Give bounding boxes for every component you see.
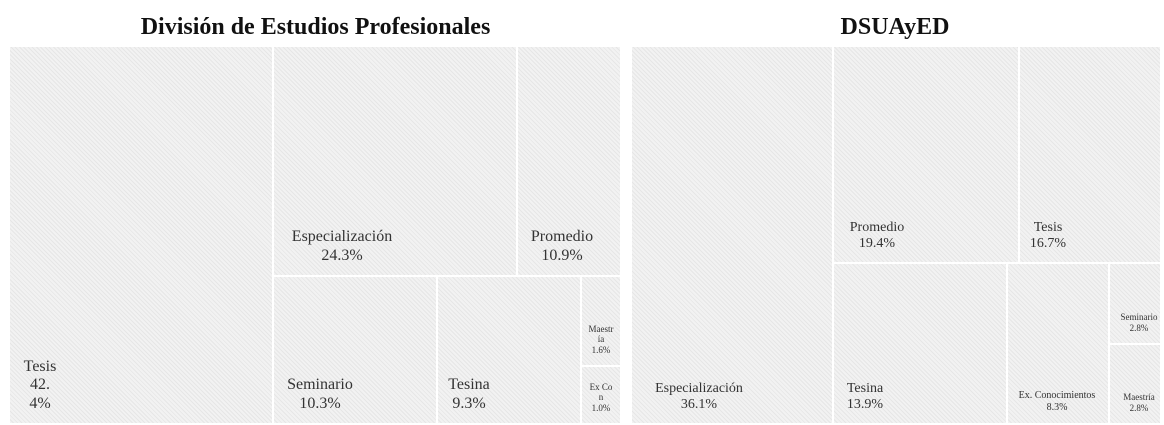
treemap-tile: Ex. Conocimientos 8.3%	[1008, 264, 1108, 423]
tile-value: 10.3%	[299, 394, 341, 412]
tile-label: Seminario 2.8%	[1114, 312, 1160, 333]
tile-name: Tesis	[23, 357, 57, 375]
chart-title: DSUAyED	[840, 14, 950, 40]
tile-name: Especialización	[655, 380, 743, 396]
tile-label: Seminario 10.3%	[280, 376, 360, 413]
tile-label: Ex Con 1.0%	[588, 382, 614, 413]
tile-label: Tesis 42.4%	[20, 358, 60, 413]
treemap-tile: Especialización 24.3%	[274, 47, 516, 275]
tile-value: 9.3%	[452, 394, 486, 412]
tile-name: Tesina	[448, 376, 490, 394]
tile-label: Promedio 10.9%	[522, 228, 602, 265]
tile-name: Tesina	[846, 380, 884, 396]
treemap-tile: Tesina 13.9%	[834, 264, 1006, 423]
tile-value: 24.3%	[321, 246, 363, 264]
tile-value: 42.4%	[29, 376, 51, 412]
tile-value: 10.9%	[541, 246, 583, 264]
tile-name: Maestría	[588, 323, 614, 345]
tile-name: Especialización	[291, 228, 393, 246]
treemap-tile: Especialización 36.1%	[632, 47, 832, 423]
tile-value: 1.6%	[591, 344, 611, 355]
treemap-tile: Maestría 2.8%	[1110, 345, 1160, 423]
tile-value: 8.3%	[1046, 401, 1068, 413]
tile-label: Tesina 9.3%	[442, 376, 496, 413]
treemap-tile: Maestría 1.6%	[582, 277, 620, 365]
tile-label: Maestría 2.8%	[1114, 392, 1160, 413]
tile-name: Ex Con	[589, 381, 613, 403]
treemap-tile: Tesis 42.4%	[10, 47, 272, 423]
treemap-tile: Seminario 10.3%	[274, 277, 436, 423]
tile-name: Promedio	[849, 219, 905, 235]
treemap-tile: Tesis 16.7%	[1020, 47, 1160, 262]
tile-label: Tesis 16.7%	[1028, 220, 1068, 252]
tile-name: Seminario	[1120, 312, 1158, 323]
tile-name: Maestría	[1123, 392, 1155, 403]
tile-name: Tesis	[1033, 219, 1063, 235]
treemap-tile: Seminario 2.8%	[1110, 264, 1160, 343]
tile-name: Ex. Conocimientos	[1018, 390, 1096, 401]
tile-label: Especialización 24.3%	[282, 228, 402, 265]
tile-label: Promedio 19.4%	[842, 220, 912, 252]
treemap-tile: Promedio 10.9%	[518, 47, 620, 275]
tile-label: Maestría 1.6%	[588, 324, 614, 355]
tile-value: 36.1%	[680, 396, 718, 412]
tile-label: Tesina 13.9%	[842, 381, 888, 413]
tile-value: 2.8%	[1129, 402, 1149, 413]
tile-value: 1.0%	[591, 402, 611, 413]
tile-value: 16.7%	[1029, 235, 1067, 251]
treemap-tile: Tesina 9.3%	[438, 277, 580, 423]
tile-name: Seminario	[287, 376, 353, 394]
tile-label: Ex. Conocimientos 8.3%	[1012, 390, 1102, 413]
tile-label: Especialización 36.1%	[646, 381, 752, 413]
treemap-tile: Promedio 19.4%	[834, 47, 1018, 262]
chart-title: División de Estudios Profesionales	[140, 14, 491, 40]
tile-value: 13.9%	[846, 396, 884, 412]
tile-value: 19.4%	[858, 235, 896, 251]
treemap-tile: Ex Con 1.0%	[582, 367, 620, 423]
tile-value: 2.8%	[1129, 322, 1149, 333]
tile-name: Promedio	[530, 228, 594, 246]
